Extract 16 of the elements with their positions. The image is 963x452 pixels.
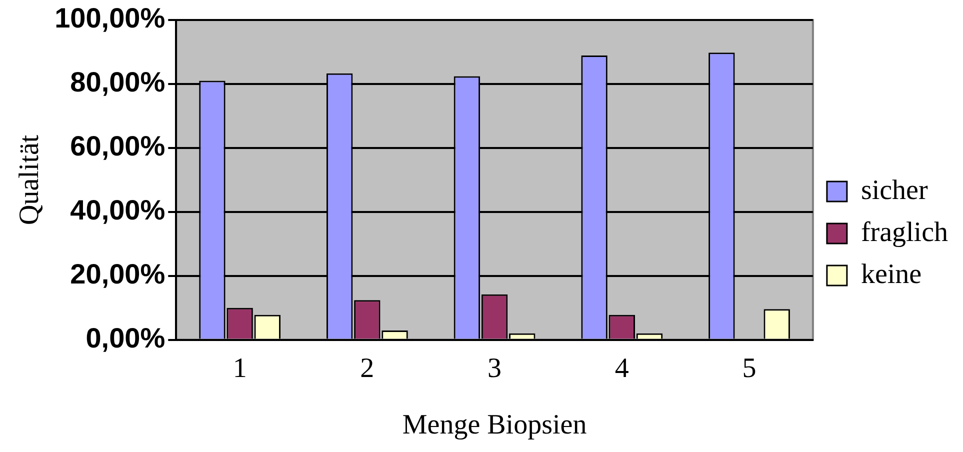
y-tick-label: 60,00% (70, 130, 166, 162)
legend-label: sicher (860, 174, 928, 206)
x-axis-title: Menge Biopsien (402, 410, 587, 441)
x-tick-label: 5 (742, 352, 756, 384)
x-tick-label: 1 (232, 352, 247, 384)
y-tick-label: 80,00% (70, 66, 166, 98)
legend-label: fraglich (860, 216, 948, 248)
y-axis-title: Qualität (14, 134, 46, 225)
x-tick-label: 2 (360, 352, 374, 384)
x-tick-label: 4 (614, 352, 629, 384)
legend-label: keine (860, 258, 922, 290)
x-tick-label: 3 (488, 352, 502, 384)
y-tick-label: 40,00% (70, 194, 166, 226)
y-tick-label: 20,00% (70, 258, 166, 290)
y-tick-label: 0,00% (86, 322, 166, 354)
y-tick-label: 100,00% (54, 2, 166, 34)
